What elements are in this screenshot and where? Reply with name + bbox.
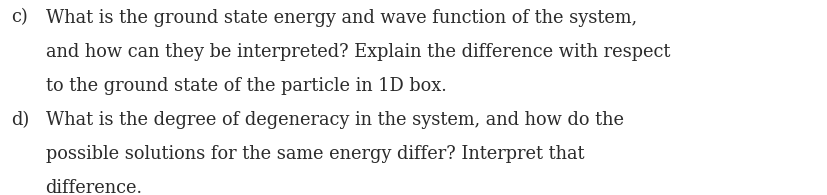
Text: c): c) bbox=[11, 9, 27, 27]
Text: What is the ground state energy and wave function of the system,: What is the ground state energy and wave… bbox=[45, 9, 636, 27]
Text: d): d) bbox=[11, 111, 29, 129]
Text: difference.: difference. bbox=[45, 179, 142, 195]
Text: possible solutions for the same energy differ? Interpret that: possible solutions for the same energy d… bbox=[45, 145, 583, 163]
Text: to the ground state of the particle in 1D box.: to the ground state of the particle in 1… bbox=[45, 77, 446, 95]
Text: and how can they be interpreted? Explain the difference with respect: and how can they be interpreted? Explain… bbox=[45, 43, 669, 61]
Text: What is the degree of degeneracy in the system, and how do the: What is the degree of degeneracy in the … bbox=[45, 111, 623, 129]
